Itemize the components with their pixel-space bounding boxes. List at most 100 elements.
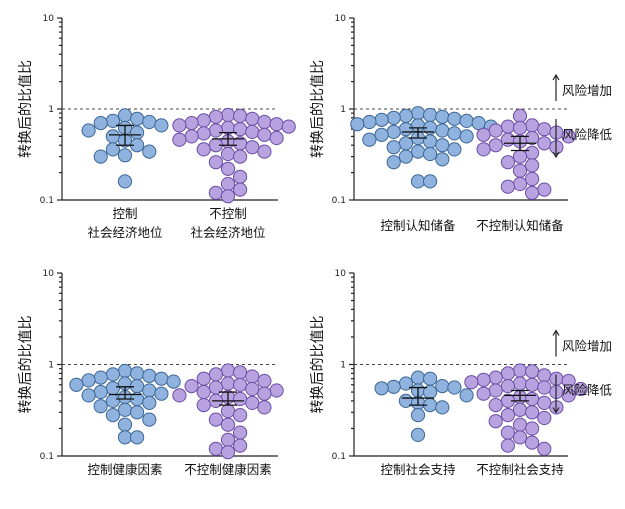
data-point [386, 124, 401, 139]
data-point [500, 379, 515, 394]
category-label: 不控制认知储备 [476, 218, 564, 233]
data-point [525, 364, 540, 379]
data-point [208, 441, 223, 456]
data-point [525, 158, 540, 173]
data-point [435, 138, 450, 153]
data-point [525, 118, 540, 133]
data-point [220, 161, 236, 176]
y-axis-label: 转换后的比值比 [17, 316, 34, 414]
data-point [500, 408, 515, 423]
data-point [447, 380, 462, 395]
data-point [500, 155, 515, 170]
data-point [512, 108, 528, 124]
data-point [93, 149, 108, 164]
y-tick-label: 0.1 [40, 196, 54, 206]
data-point [257, 127, 272, 142]
data-point [374, 127, 389, 142]
data-point [184, 116, 199, 131]
data-point [130, 125, 145, 140]
data-point [81, 388, 96, 403]
data-point [281, 119, 296, 134]
data-point [410, 144, 426, 159]
data-point [233, 169, 248, 184]
data-point [512, 417, 528, 432]
data-point [537, 136, 552, 151]
data-point [362, 114, 377, 130]
data-point [105, 381, 121, 396]
data-point [220, 107, 236, 123]
data-point [130, 379, 145, 394]
data-point [117, 417, 133, 432]
data-point [142, 144, 157, 159]
data-point [105, 142, 121, 157]
data-point [423, 134, 438, 149]
data-point [269, 383, 284, 398]
data-point [386, 110, 401, 125]
y-tick-label: 1 [340, 361, 346, 371]
data-point [105, 367, 121, 382]
data-point [166, 374, 181, 389]
data-point [447, 142, 462, 157]
data-point [350, 117, 365, 132]
data-point [537, 380, 552, 395]
data-point [154, 386, 169, 401]
arrow-head-up-icon [552, 73, 560, 81]
data-point [525, 171, 540, 187]
data-point [142, 395, 157, 410]
data-point [488, 383, 503, 398]
data-point [410, 106, 426, 121]
data-point [245, 369, 260, 384]
data-point [117, 108, 133, 123]
data-point [81, 123, 96, 138]
data-point [537, 441, 552, 456]
data-point [220, 376, 236, 391]
data-point [374, 112, 389, 127]
data-point [142, 114, 157, 130]
data-point [435, 109, 450, 124]
data-point [435, 123, 450, 138]
data-point [257, 114, 272, 130]
data-point [386, 379, 401, 394]
data-point [196, 142, 211, 157]
data-point [233, 377, 248, 392]
arrow-head-up-icon [552, 329, 560, 336]
data-point [117, 148, 133, 163]
category-label: 控制 [112, 206, 137, 221]
data-point [525, 145, 540, 160]
data-point [196, 371, 211, 386]
data-point [105, 129, 121, 144]
data-point [512, 430, 528, 445]
category-label: 控制认知储备 [380, 218, 456, 233]
data-point [459, 129, 474, 144]
data-point [245, 111, 260, 126]
data-point [525, 421, 540, 436]
data-point [69, 377, 84, 392]
risk-decrease-label: 风险降低 [562, 127, 613, 142]
data-point [374, 381, 389, 396]
data-point [233, 182, 248, 197]
data-point [435, 152, 450, 167]
data-point [488, 398, 503, 413]
data-point [184, 129, 199, 144]
category-label: 控制社会支持 [380, 462, 455, 477]
data-point [476, 386, 491, 401]
data-point [561, 388, 576, 403]
data-point [220, 445, 236, 460]
data-point [525, 377, 540, 392]
data-point [410, 427, 426, 442]
data-point [220, 189, 236, 204]
data-point [512, 176, 528, 192]
data-point [130, 405, 145, 420]
y-tick-label: 10 [43, 269, 55, 279]
data-point [142, 368, 157, 383]
data-point [233, 425, 248, 440]
data-point [488, 138, 503, 153]
data-point [233, 122, 248, 137]
y-tick-label: 10 [335, 269, 347, 279]
data-point [117, 402, 133, 417]
data-point [220, 363, 236, 378]
data-point [476, 127, 491, 142]
data-point [447, 111, 462, 126]
